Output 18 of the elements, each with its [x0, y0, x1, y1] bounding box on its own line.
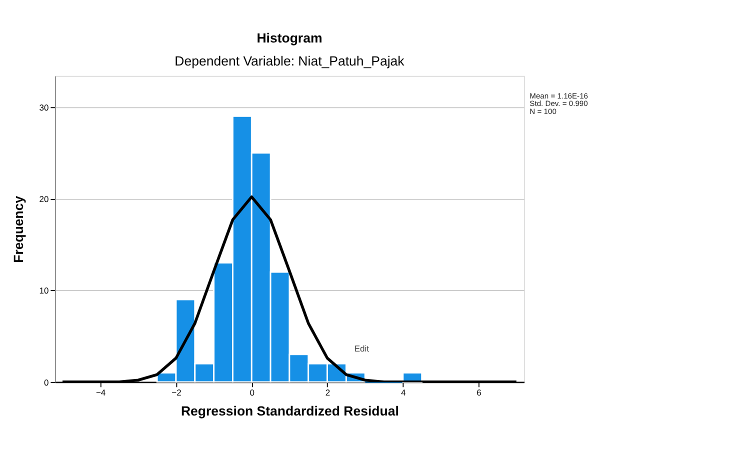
x-tick-label: 4 [401, 388, 406, 398]
chart-title: Histogram [256, 30, 322, 46]
x-tick-label: −2 [172, 388, 182, 398]
x-tick-label: 0 [250, 388, 255, 398]
y-tick-label: 30 [39, 102, 50, 112]
text: N = 100 [530, 106, 556, 116]
y-axis-title: Frequency [11, 195, 26, 263]
y-tick-label: 10 [39, 286, 50, 296]
x-axis-title: Regression Standardized Residual [180, 404, 399, 419]
x-tick-label: −4 [96, 388, 106, 398]
chart-subtitle: Dependent Variable: Niat_Patuh_Pajak [174, 53, 405, 68]
y-tick-label: 0 [44, 377, 50, 388]
text: Mean = 1.16E-16 [530, 92, 588, 101]
x-tick-label: 6 [476, 388, 482, 398]
y-tick-label: 20 [39, 194, 50, 204]
x-tick-label: 2 [325, 388, 330, 398]
annotation: Edit [354, 344, 370, 354]
text: Std. Dev. = 0.990 [530, 99, 588, 108]
